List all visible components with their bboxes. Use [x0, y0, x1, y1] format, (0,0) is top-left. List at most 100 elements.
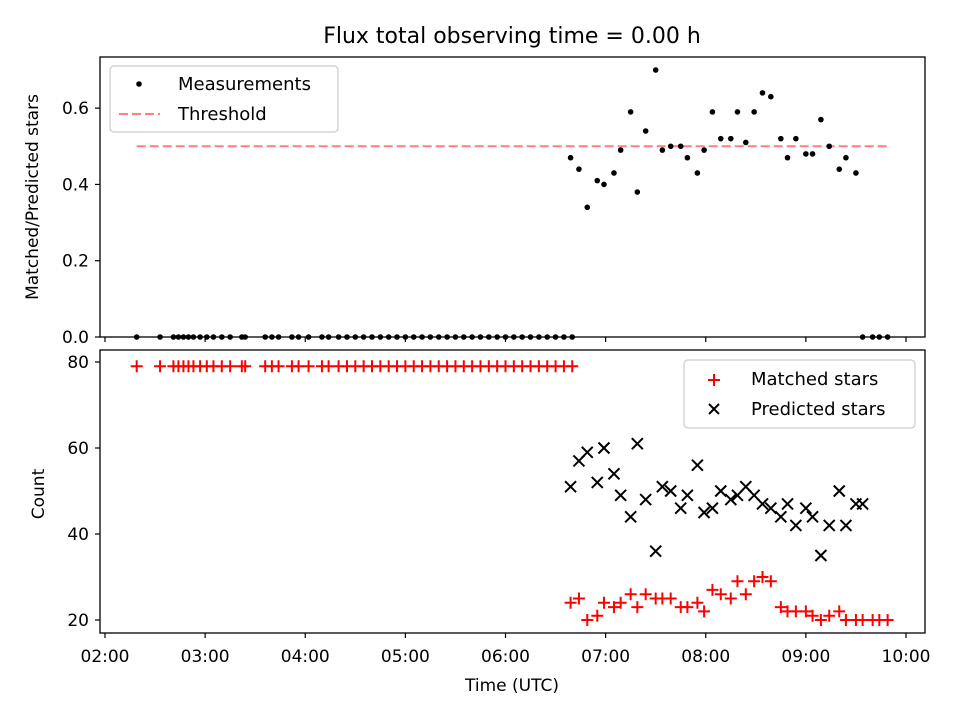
- measurement-point: [784, 154, 791, 161]
- matched-star-point: [714, 588, 727, 601]
- matched-star-point: [631, 601, 644, 614]
- predicted-star-point: [724, 493, 737, 506]
- matched-star-point: [764, 575, 777, 588]
- measurement-point: [219, 334, 225, 340]
- predicted-star-point: [639, 493, 652, 506]
- measurement-point: [210, 334, 217, 340]
- measurement-point: [778, 135, 784, 142]
- measurement-point: [869, 334, 876, 340]
- x-axis-label: Time (UTC): [464, 676, 559, 696]
- measurement-point: [344, 334, 350, 340]
- predicted-star-point: [607, 467, 621, 481]
- measurement-point: [133, 334, 140, 340]
- predicted-star-point: [591, 476, 604, 489]
- measurement-point: [275, 334, 282, 340]
- bottom-panel: 20 40 60 80 02:00 03:00 04:00 05:00 06:00 07:00 0…: [29, 349, 931, 696]
- matched-star-point: [302, 360, 315, 373]
- measurement-point: [494, 334, 500, 340]
- measurement-point: [190, 334, 197, 340]
- measurement-point: [627, 109, 634, 115]
- predicted-star-point: [674, 501, 687, 515]
- predicted-star-point: [814, 549, 828, 562]
- predicted-star-point: [649, 544, 662, 558]
- measurement-point: [634, 189, 641, 195]
- predicted-star-point: [806, 510, 819, 524]
- matched-star-point: [292, 360, 305, 373]
- top-y-ticks: 0.0 0.2 0.4 0.6: [62, 99, 100, 348]
- measurement-point: [793, 135, 799, 142]
- measurement-point: [435, 334, 442, 340]
- bottom-x-tick-label: 02:00: [81, 647, 130, 667]
- measurement-point: [269, 334, 275, 340]
- measurement-point: [727, 135, 734, 142]
- matched-star-point: [774, 601, 787, 614]
- measurement-point: [460, 334, 467, 340]
- legend-matched-label: Matched stars: [751, 369, 878, 390]
- measurement-point: [289, 334, 295, 340]
- measurement-point: [667, 143, 674, 150]
- bottom-y-tick-label: 60: [67, 439, 89, 459]
- measurement-point: [175, 334, 182, 340]
- matched-star-point: [739, 588, 752, 601]
- measurement-point: [884, 334, 891, 340]
- matched-star-point: [806, 609, 819, 622]
- predicted-star-point: [681, 489, 694, 502]
- matched-star-point: [272, 360, 285, 373]
- matched-star-point: [564, 596, 577, 609]
- measurement-point: [185, 334, 192, 340]
- measurement-point: [377, 334, 384, 340]
- measurement-point: [486, 334, 492, 340]
- measurement-point: [360, 334, 367, 340]
- measurement-point: [617, 147, 624, 153]
- predicted-star-point: [799, 501, 813, 515]
- predicted-star-point: [823, 519, 836, 532]
- matched-star-point: [597, 596, 610, 609]
- measurement-point: [427, 334, 434, 340]
- legend-measurements-label: Measurements: [178, 74, 311, 95]
- predicted-star-point: [624, 510, 637, 524]
- measurement-point: [843, 154, 849, 161]
- top-y-tick-label: 0.6: [62, 99, 89, 119]
- measurement-point: [352, 334, 359, 340]
- matched-star-point: [789, 605, 802, 618]
- matched-star-point: [322, 360, 335, 373]
- top-panel: Flux total observing time = 0.00 h 0.00.…: [23, 24, 926, 348]
- measurement-point: [419, 334, 425, 340]
- matched-star-point: [731, 575, 744, 588]
- measurement-point: [576, 166, 582, 172]
- measurement-point: [642, 128, 649, 134]
- predicted-star-point: [656, 480, 669, 493]
- matched-star-point: [839, 614, 852, 626]
- bottom-x-ticks: 02:00 03:00 04:00 05:00 06:00 07:00 08:00 09:00…: [81, 633, 931, 667]
- matched-star-point: [833, 605, 846, 618]
- bottom-y-axis-label: Count: [29, 468, 49, 519]
- top-legend: Measurements Threshold: [109, 65, 339, 133]
- bottom-y-tick-label: 20: [67, 611, 89, 631]
- measurement-point: [227, 334, 233, 340]
- measurement-point: [203, 334, 210, 340]
- predicted-star-point: [789, 519, 803, 532]
- measurement-point: [836, 166, 843, 172]
- predicted-star-point: [664, 484, 677, 498]
- measurement-point: [751, 109, 757, 115]
- matched-star-point: [724, 592, 737, 605]
- bottom-y-tick-label: 80: [67, 353, 89, 373]
- legend-measurements-marker: [136, 81, 142, 87]
- predicted-star-point: [714, 484, 727, 498]
- bottom-legend: Matched stars Predicted stars: [683, 359, 916, 429]
- bottom-axes-frame: [99, 349, 926, 634]
- measurement-point: [157, 334, 163, 340]
- top-y-tick-label: 0.2: [62, 252, 89, 272]
- predicted-star-point: [764, 501, 778, 515]
- bottom-y-tick-label: 40: [67, 525, 89, 545]
- predicted-star-point: [697, 506, 711, 519]
- measurement-point: [694, 170, 701, 176]
- measurement-point: [170, 334, 177, 340]
- bottom-x-tick-label: 06:00: [481, 647, 530, 667]
- matched-star-point: [823, 609, 836, 622]
- measurement-point: [652, 67, 659, 73]
- top-legend-box: [109, 65, 339, 133]
- measurement-point: [544, 334, 551, 340]
- measurement-point: [611, 170, 617, 176]
